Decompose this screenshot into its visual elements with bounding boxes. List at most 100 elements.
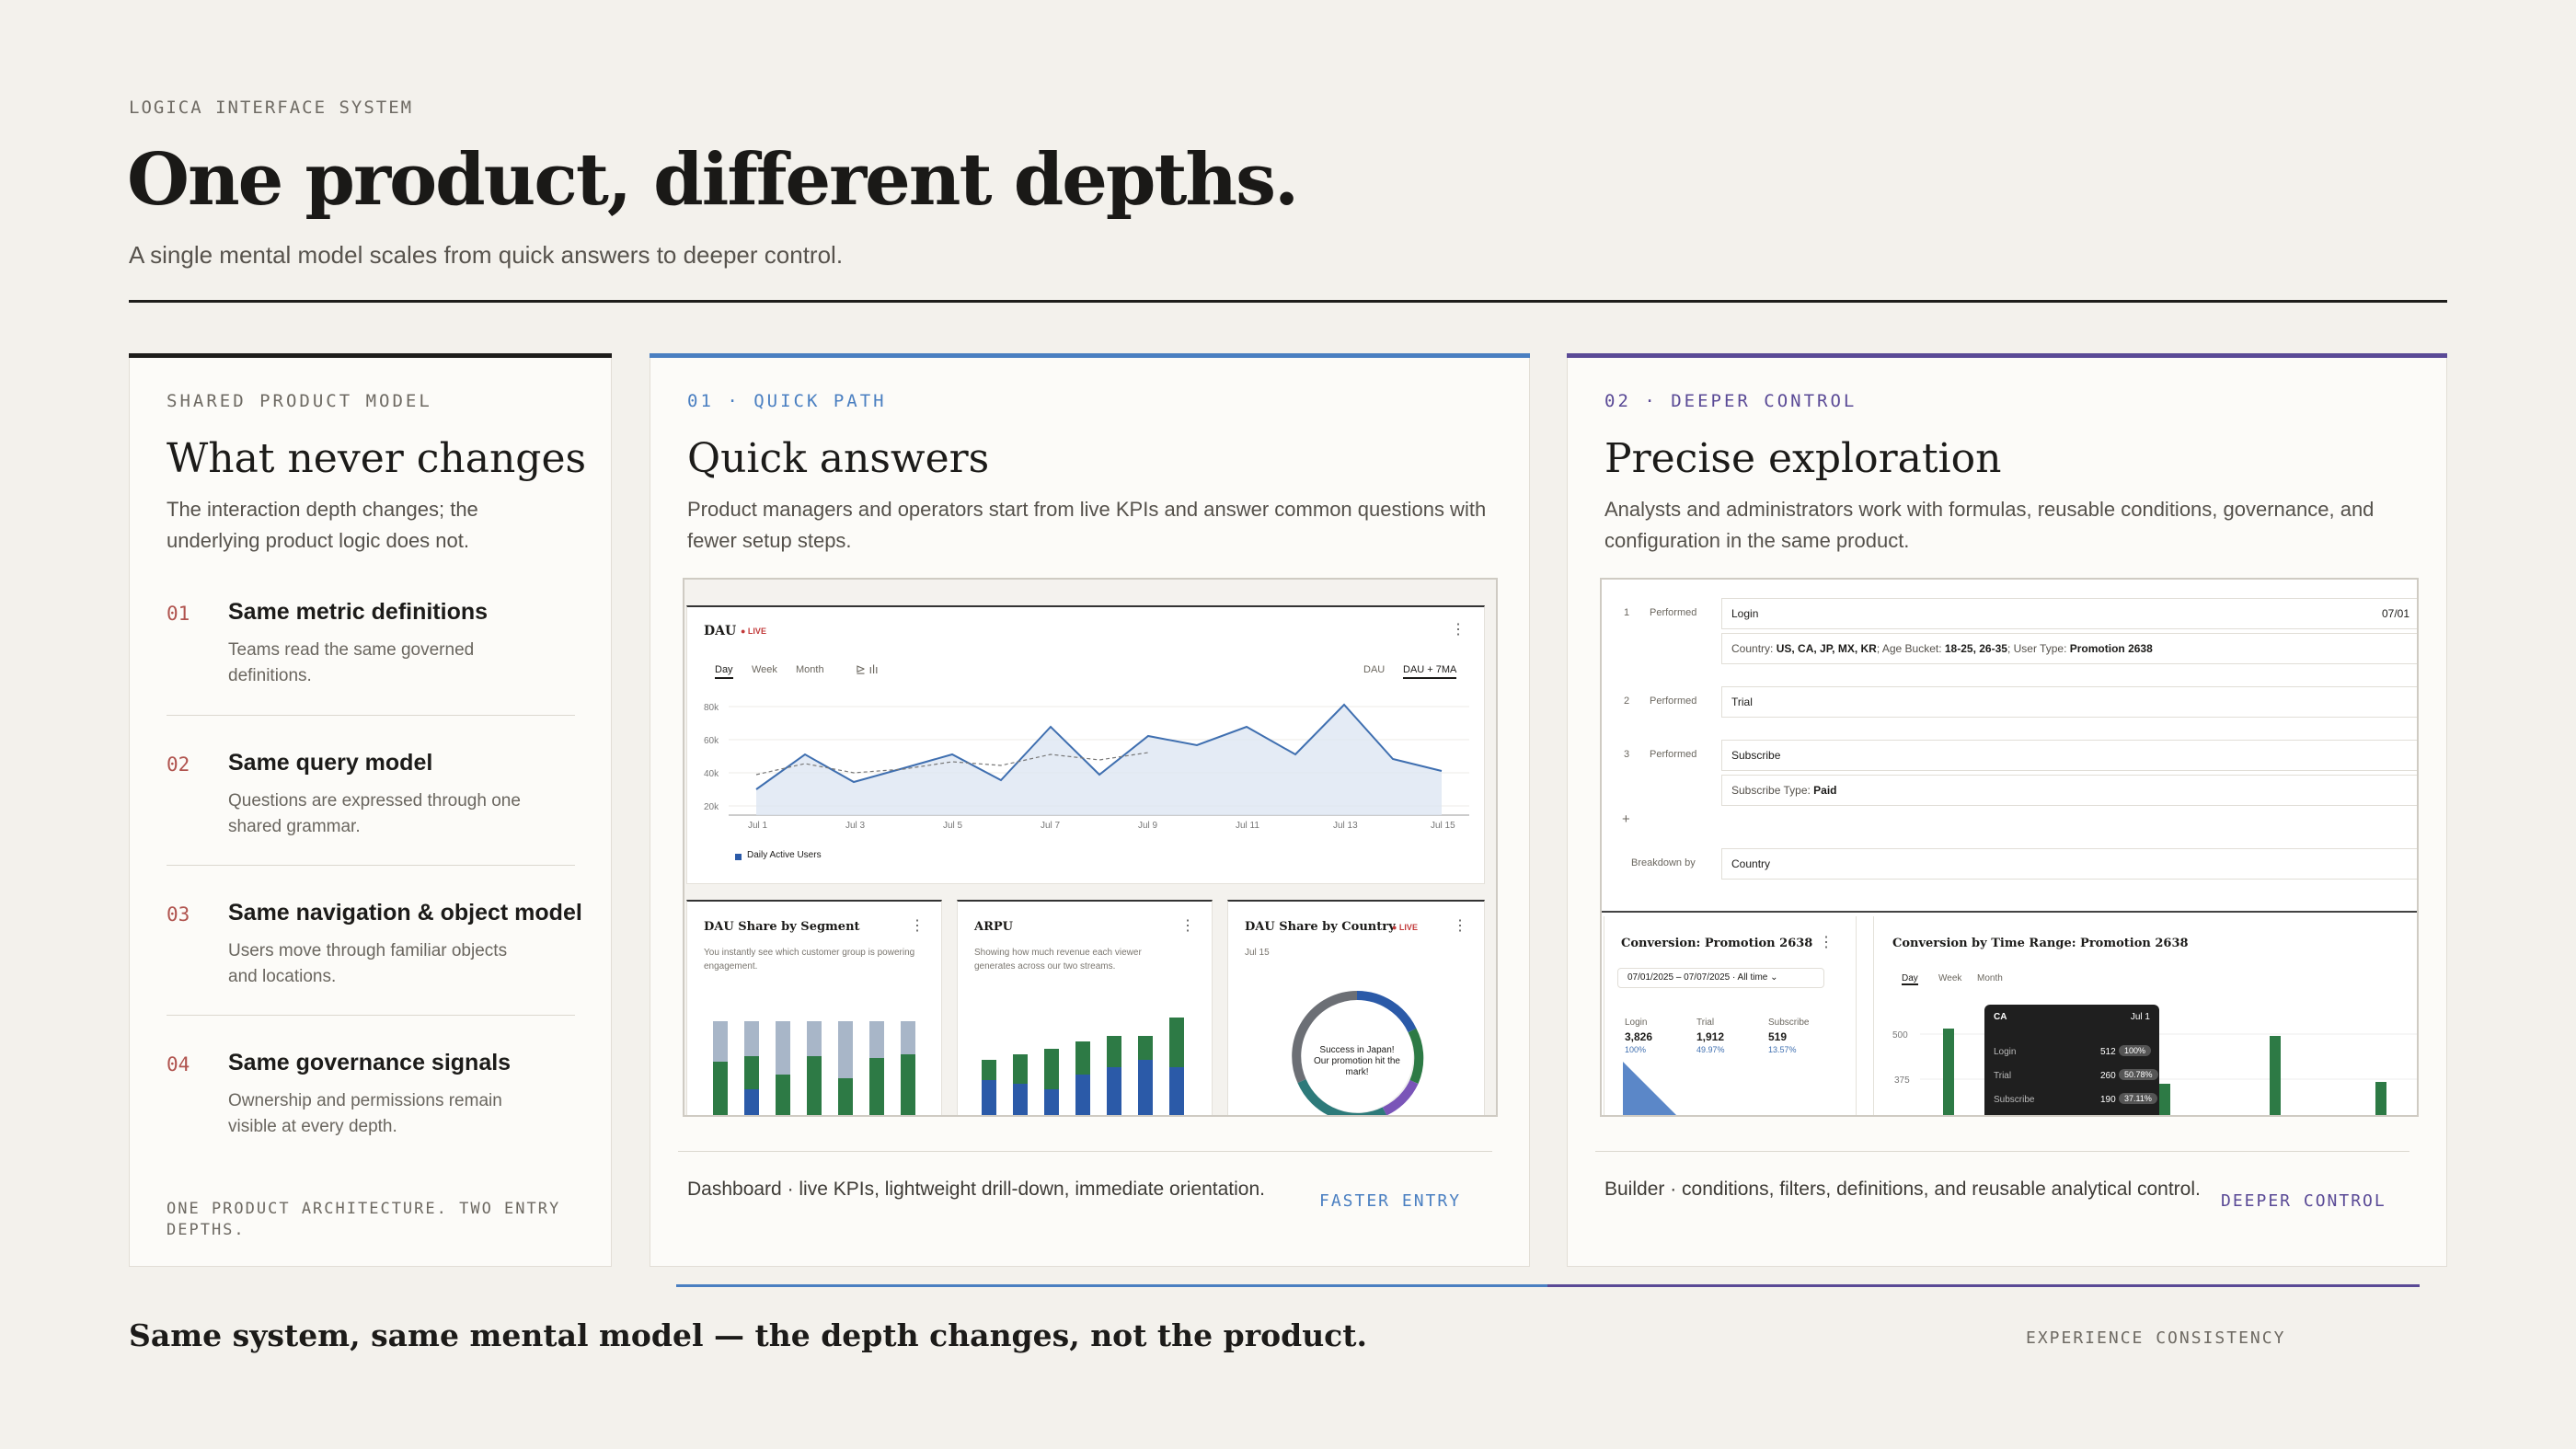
bottom-tagline: Same system, same mental model — the dep… [129,1317,1368,1353]
live-badge: ● LIVE [1392,923,1418,932]
item-description: Teams read the same governed definitions… [228,640,475,685]
y-tick: 375 [1894,1075,1910,1086]
y-tick: 20k [704,802,719,812]
step-number: 1 [1624,607,1630,618]
item-title: Same governance signals [228,1050,512,1075]
arpu-panel: ARPU ⋮ Showing how much revenue each vie… [957,900,1213,1115]
tooltip-pct: 50.78% [2119,1069,2158,1080]
card-footer: Builder · conditions, filters, definitio… [1604,1179,2201,1200]
panel-description: Showing how much revenue each viewer gen… [974,948,1142,972]
event-field[interactable]: Trial [1721,686,2417,718]
y-tick: 500 [1892,1030,1908,1041]
step-verb: Performed [1650,607,1697,618]
more-icon[interactable]: ⋮ [1453,918,1467,934]
step-verb: Performed [1650,749,1697,760]
tooltip-label: Trial [1994,1071,2012,1081]
panel-date: Jul 15 [1245,948,1270,958]
step-number: 2 [1624,696,1630,707]
x-tick: Jul 9 [1138,821,1158,831]
tooltip-pct: 100% [2119,1045,2152,1056]
tab-week[interactable]: Week [1938,973,1962,983]
more-icon[interactable]: ⋮ [910,918,925,934]
toggle-dau[interactable]: DAU [1363,664,1386,675]
item-description: Users move through familiar objects and … [228,941,508,986]
segment-panel: DAU Share by Segment ⋮ You instantly see… [686,900,942,1115]
more-icon[interactable]: ⋮ [1451,622,1466,638]
funnel-chart [1623,1062,1676,1115]
header-rule [129,300,2447,303]
tooltip-value: 190 [2100,1095,2116,1105]
arpu-bar-chart [982,1018,1184,1115]
y-tick: 80k [704,703,719,713]
dau-line [755,703,1443,790]
tab-week[interactable]: Week [752,664,777,675]
precise-exploration-card: 02 · DEEPER CONTROL Precise exploration … [1567,353,2447,1267]
country-donut-chart [1292,990,1424,1115]
country-panel: DAU Share by Country ● LIVE ⋮ Jul 15 Suc… [1227,900,1485,1115]
card-divider [678,1151,1492,1152]
legend-label: Daily Active Users [747,850,822,860]
bottom-tag: EXPERIENCE CONSISTENCY [2026,1328,2286,1348]
x-tick: Jul 3 [845,821,866,831]
tab-month[interactable]: Month [1977,973,2003,983]
date-field[interactable]: 07/01 [2382,607,2410,620]
panel-title: Conversion by Time Range: Promotion 2638 [1892,937,2189,950]
breakdown-field[interactable]: Country [1721,848,2417,880]
funnel-label: Trial [1696,1018,1715,1028]
add-step-button[interactable]: + [1622,811,1630,827]
funnel-value: 3,826 [1625,1030,1653,1043]
card-description: The interaction depth changes; the under… [167,498,478,552]
item-title: Same navigation & object model [228,900,582,926]
deep-accent-line [1547,1284,2420,1287]
tab-month[interactable]: Month [796,664,824,675]
panel-title: DAU Share by Segment [704,920,860,934]
chart-type-icon[interactable]: ⊵ ılı [856,662,879,676]
item-number: 04 [167,1053,190,1075]
funnel-pct: 49.97% [1696,1045,1725,1054]
card-divider [1595,1151,2409,1152]
live-badge: ● LIVE [741,627,766,636]
panel-title: Conversion: Promotion 2638 [1621,937,1813,950]
x-tick: Jul 13 [1333,821,1358,831]
dau-panel: DAU ● LIVE ⋮ Day Week Month ⊵ ılı DAU DA… [686,605,1485,884]
tab-day[interactable]: Day [715,664,733,679]
chart-tooltip: CA Jul 1 Login 512 100% Trial 260 50.78%… [1984,1005,2159,1115]
tab-day[interactable]: Day [1902,973,1918,985]
card-top-bar [650,353,1530,358]
item-description: Questions are expressed through one shar… [228,791,521,836]
item-title: Same query model [228,750,433,776]
funnel-label: Login [1625,1018,1648,1028]
shared-model-card: SHARED PRODUCT MODEL What never changes … [129,353,612,1267]
item-divider [167,1015,575,1016]
card-title: Precise exploration [1604,435,2002,482]
card-footer: Dashboard · live KPIs, lightweight drill… [687,1179,1265,1200]
more-icon[interactable]: ⋮ [1819,935,1834,950]
tooltip-value: 512 [2100,1047,2116,1057]
card-title: Quick answers [687,435,990,482]
event-filter[interactable]: Country: US, CA, JP, MX, KR; Age Bucket:… [1721,633,2417,664]
event-field[interactable]: Login [1721,598,2417,629]
card-top-bar [1567,353,2447,358]
tooltip-country: CA [1994,1012,2007,1022]
panel-title: DAU Share by Country [1245,920,1396,934]
funnel-value: 1,912 [1696,1030,1725,1043]
item-description: Ownership and permissions remain visible… [228,1091,502,1136]
event-filter[interactable]: Subscribe Type: Paid [1721,775,2417,806]
more-icon[interactable]: ⋮ [1180,918,1195,934]
item-number: 02 [167,753,190,776]
x-tick: Jul 1 [748,821,768,831]
dashboard-screenshot: DAU ● LIVE ⋮ Day Week Month ⊵ ılı DAU DA… [683,578,1498,1117]
tooltip-pct: 37.11% [2119,1093,2157,1104]
x-tick: Jul 5 [943,821,963,831]
date-range-select[interactable]: 07/01/2025 – 07/07/2025 · All time ⌄ [1617,968,1824,988]
x-tick: Jul 11 [1236,821,1259,831]
toggle-dau-7ma[interactable]: DAU + 7MA [1403,664,1457,679]
funnel-value: 519 [1768,1030,1788,1043]
card-tag: DEEPER CONTROL [2221,1191,2386,1211]
conversion-panel: Conversion: Promotion 2638 ⋮ 07/01/2025 … [1604,916,1857,1115]
step-verb: Performed [1650,696,1697,707]
tooltip-label: Subscribe [1994,1095,2035,1105]
card-title: What never changes [167,435,587,482]
timerange-panel: Conversion by Time Range: Promotion 2638… [1873,916,2417,1115]
event-field[interactable]: Subscribe [1721,740,2417,771]
